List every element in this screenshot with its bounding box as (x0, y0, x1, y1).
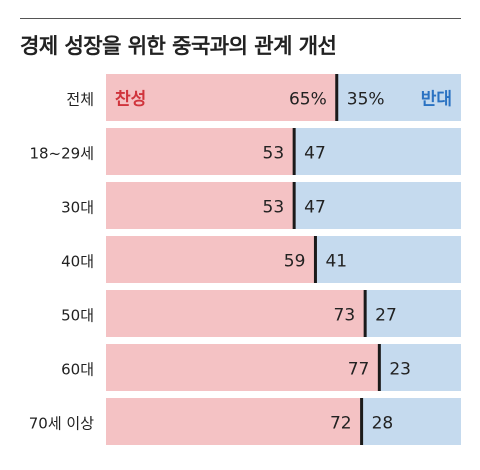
category-label: 30대 (61, 199, 94, 217)
bar-oppose (336, 74, 461, 121)
bar-favor (106, 182, 295, 229)
bar-oppose (294, 128, 461, 175)
value-label-oppose: 47 (304, 144, 326, 164)
bar-oppose (315, 236, 461, 283)
bar-separator (363, 290, 367, 337)
bar-oppose (361, 398, 461, 445)
bar-favor (106, 398, 362, 445)
top-rule (20, 18, 461, 19)
value-label-oppose: 35% (347, 90, 385, 110)
bar-oppose (294, 182, 461, 229)
bar-separator (292, 182, 296, 229)
value-label-oppose: 41 (325, 252, 347, 272)
bar-favor (106, 236, 316, 283)
bar-oppose (379, 344, 461, 391)
bar-favor (106, 344, 380, 391)
value-label-favor: 73 (334, 306, 356, 326)
chart-title: 경제 성장을 위한 중국과의 관계 개선 (20, 34, 337, 58)
category-label: 40대 (61, 253, 94, 271)
value-label-favor: 77 (348, 360, 370, 380)
category-label: 60대 (61, 361, 94, 379)
bar-separator (360, 398, 364, 445)
bar-oppose (365, 290, 461, 337)
value-label-oppose: 28 (372, 414, 394, 434)
bar-favor (106, 290, 366, 337)
value-label-favor: 53 (263, 144, 285, 164)
value-label-favor: 53 (263, 198, 285, 218)
bar-favor (106, 74, 337, 121)
bar-separator (292, 128, 296, 175)
bar-separator (313, 236, 317, 283)
category-label: 전체 (66, 91, 94, 109)
category-label: 50대 (61, 307, 94, 325)
legend-favor: 찬성 (115, 90, 146, 110)
value-label-oppose: 47 (304, 198, 326, 218)
legend-oppose: 반대 (421, 90, 452, 110)
category-label: 18~29세 (29, 145, 94, 163)
bar-separator (377, 344, 381, 391)
bar-separator (335, 74, 339, 121)
value-label-favor: 59 (284, 252, 306, 272)
value-label-oppose: 27 (375, 306, 397, 326)
value-label-oppose: 23 (389, 360, 411, 380)
value-label-favor: 65% (289, 90, 327, 110)
value-label-favor: 72 (330, 414, 352, 434)
bar-favor (106, 128, 295, 175)
category-label: 70세 이상 (29, 415, 94, 433)
